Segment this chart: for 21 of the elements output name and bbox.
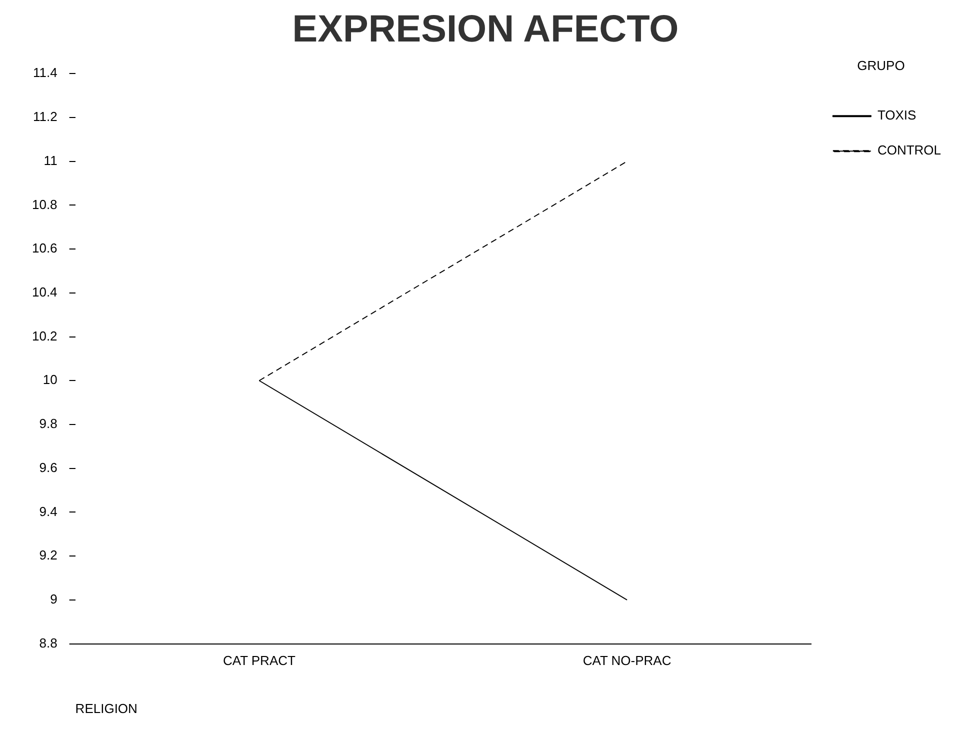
y-tick-label: 10.6 xyxy=(32,240,58,256)
x-axis-title: RELIGION xyxy=(75,700,138,716)
y-tick-label: 10 xyxy=(42,372,58,388)
y-tick-label: 10.2 xyxy=(32,328,58,344)
legend-label: CONTROL xyxy=(877,142,942,158)
legend-title: GRUPO xyxy=(857,58,905,74)
y-tick-label: 10.4 xyxy=(32,284,58,300)
x-tick-label: CAT NO-PRAC xyxy=(582,653,672,668)
y-tick-label: 11 xyxy=(44,152,58,168)
chart-title: EXPRESION AFECTO xyxy=(292,8,679,50)
y-tick-label: 9.4 xyxy=(39,504,58,519)
y-tick-label: 9.8 xyxy=(39,416,58,432)
legend-label: TOXIS xyxy=(877,108,917,123)
y-tick-label: 9 xyxy=(50,592,58,607)
y-tick-label: 9.2 xyxy=(39,548,58,563)
y-tick-label: 11.4 xyxy=(32,65,58,80)
x-tick-label: CAT PRACT xyxy=(222,653,296,668)
y-tick-label: 11.2 xyxy=(32,109,58,124)
y-tick-label: 9.6 xyxy=(39,460,58,475)
y-tick-label: 8.8 xyxy=(39,635,58,650)
y-tick-label: 10.8 xyxy=(32,196,58,212)
